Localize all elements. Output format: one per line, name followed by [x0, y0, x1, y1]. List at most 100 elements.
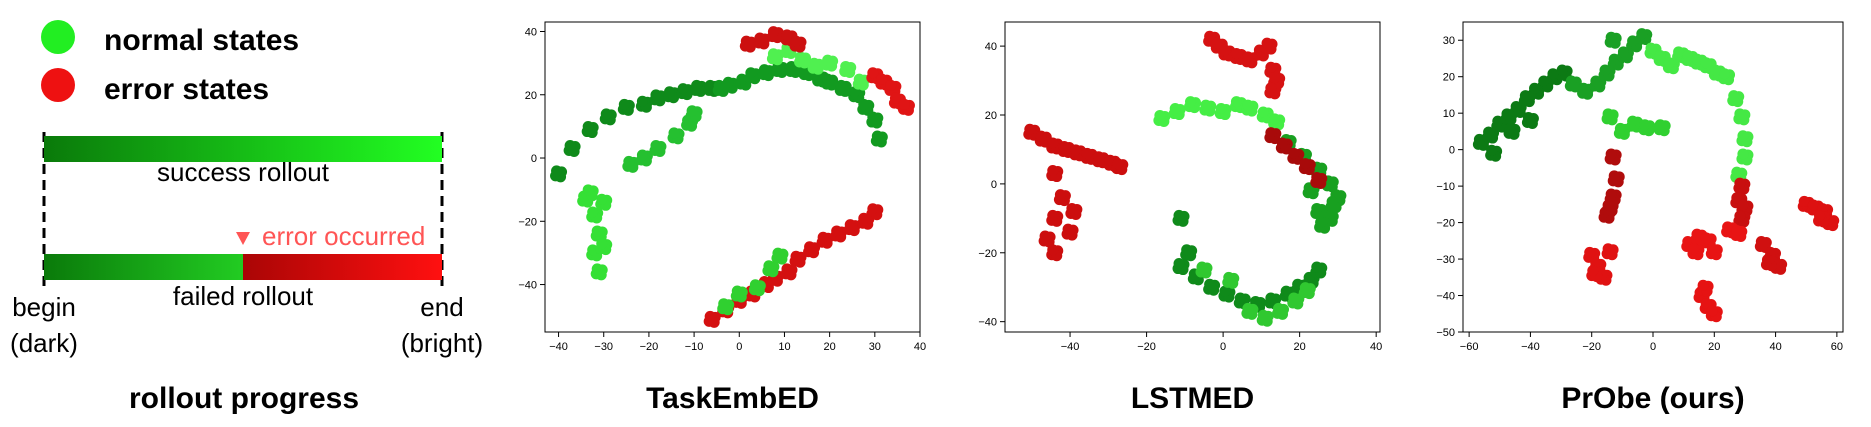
taskembed-point-normal: [835, 79, 847, 91]
taskembed-cluster-error: [866, 67, 915, 116]
probe-ours-point-error: [1737, 199, 1749, 211]
lstmed-xtick-label: −40: [1061, 341, 1080, 353]
probe-ours-point-normal: [1737, 148, 1749, 160]
taskembed-point-normal: [668, 127, 680, 139]
probe-ours-point-error: [1700, 232, 1712, 244]
probe-ours-point-normal: [1682, 49, 1694, 61]
taskembed-point-error: [790, 35, 802, 47]
probe-ours-point-error: [1761, 254, 1773, 266]
taskembed-point-normal: [722, 76, 734, 88]
lstmed-point-normal: [1311, 261, 1323, 273]
probe-ours-ytick-label: 30: [1443, 35, 1455, 47]
taskembed-points: [550, 26, 915, 328]
probe-ours-point-normal: [1673, 46, 1685, 58]
probe-ours-point-normal: [1504, 122, 1516, 134]
taskembed-point-normal: [582, 184, 594, 196]
taskembed-point-normal: [745, 67, 757, 79]
lstmed-cluster-error: [1203, 30, 1286, 100]
taskembed-point-normal: [686, 105, 698, 117]
probe-panel: −60 −40 −20 0 20 40 60 −50 −40 −30 −20 −10 0 10 20 30 Pr…: [1425, 0, 1871, 422]
lstmed-point-error: [1219, 44, 1231, 56]
probe-ours-point-normal: [1728, 90, 1740, 102]
lstmed-ytick-label: −40: [978, 317, 997, 329]
taskembed-xtick-label: −10: [685, 341, 704, 353]
taskembed-point-error: [898, 98, 910, 110]
taskembed-point-error: [781, 263, 793, 275]
lstmed-point-normal: [1257, 309, 1269, 321]
lstmed-xtick-label: 20: [1294, 341, 1306, 353]
taskembed-point-error: [867, 67, 879, 79]
success-rollout-bar: [44, 136, 442, 162]
probe-ours-title: PrObe (ours): [1561, 382, 1744, 415]
lstmed-point-error: [1299, 158, 1311, 170]
taskembed-xtick-label: 30: [869, 341, 881, 353]
probe-ours-point-normal: [1483, 126, 1495, 138]
taskembed-point-error: [817, 231, 829, 243]
probe-scatter: −60 −40 −20 0 20 40 60 −50 −40 −30 −20 −10 0 10 20 30 Pr…: [1436, 21, 1844, 415]
probe-ours-cluster-error: [1583, 243, 1619, 286]
taskembed-point-normal: [596, 193, 608, 205]
lstmed-point-normal: [1181, 244, 1193, 256]
taskembed-xtick-label: 10: [778, 341, 790, 353]
taskembed-scatter: −40 −30 −20 −10 0 10 20 30 40 −40 −20 0 20 40 TaskEmbE…: [518, 21, 926, 415]
lstmed-point-error: [1265, 82, 1277, 94]
taskembed-point-normal: [704, 79, 716, 91]
probe-ours-point-error: [1706, 305, 1718, 317]
probe-ours-point-normal: [1719, 68, 1731, 80]
probe-ours-point-normal: [1510, 101, 1522, 113]
lstmed-point-error: [1265, 61, 1277, 73]
taskembed-point-error: [790, 250, 802, 262]
probe-ours-point-normal: [1556, 64, 1568, 76]
taskembed-point-error: [885, 79, 897, 91]
probe-ours-point-normal: [1645, 42, 1657, 54]
taskembed-point-error: [767, 26, 779, 38]
taskembed-point-normal: [636, 95, 648, 107]
lstmed-point-normal: [1280, 285, 1292, 297]
lstmed-ytick-label: 20: [985, 110, 997, 122]
probe-ours-ytick-label: −40: [1436, 291, 1455, 303]
probe-ours-xtick-label: −60: [1460, 341, 1479, 353]
taskembed-cluster-normal: [622, 105, 703, 173]
lstmed-point-error: [1058, 140, 1070, 152]
taskembed-point-error: [889, 92, 901, 104]
lstmed-panel: −40 −20 0 20 40 −40 −20 0 20 40 LSTMED: [965, 0, 1405, 422]
probe-ours-point-normal: [1602, 108, 1614, 120]
taskembed-point-normal: [587, 206, 599, 218]
probe-ours-point-normal: [1614, 122, 1626, 134]
probe-ours-point-error: [1605, 148, 1617, 160]
lstmed-point-normal: [1196, 261, 1208, 273]
taskembed-xtick-label: −40: [549, 341, 568, 353]
lstmed-point-normal: [1234, 292, 1246, 304]
taskembed-point-normal: [822, 73, 834, 85]
taskembed-point-error: [858, 212, 870, 224]
lstmed-point-error: [1047, 165, 1059, 177]
lstmed-point-normal: [1326, 196, 1338, 208]
probe-ours-cluster-normal: [1644, 42, 1754, 184]
probe-ours-xtick-label: 20: [1708, 341, 1720, 353]
probe-ours-point-error: [1755, 235, 1767, 247]
probe-ours-point-normal: [1700, 57, 1712, 69]
probe-ours-xtick-label: 0: [1650, 341, 1656, 353]
probe-ours-point-error: [1807, 199, 1819, 211]
taskembed-point-error: [876, 73, 888, 85]
taskembed-point-normal: [718, 298, 730, 310]
taskembed-cluster-normal: [577, 184, 613, 281]
probe-ours-point-error: [1691, 228, 1703, 240]
taskembed-point-normal: [749, 279, 761, 291]
lstmed-points: [1023, 30, 1347, 327]
lstmed-xtick-label: 40: [1370, 341, 1382, 353]
taskembed-point-error: [867, 203, 879, 215]
probe-ours-point-normal: [1486, 144, 1498, 156]
probe-ours-point-normal: [1731, 166, 1743, 178]
taskembed-xtick-label: 20: [824, 341, 836, 353]
lstmed-point-normal: [1200, 99, 1212, 111]
probe-ours-xtick-label: −20: [1582, 341, 1601, 353]
probe-ours-point-error: [1706, 243, 1718, 255]
probe-ours-point-error: [1814, 210, 1826, 222]
probe-ours-ytick-label: 10: [1443, 108, 1455, 120]
probe-ours-point-error: [1584, 246, 1596, 258]
lstmed-point-normal: [1311, 202, 1323, 214]
probe-ours-point-normal: [1691, 53, 1703, 65]
taskembed-point-error: [740, 35, 752, 47]
begin-label: begin: [12, 292, 76, 322]
